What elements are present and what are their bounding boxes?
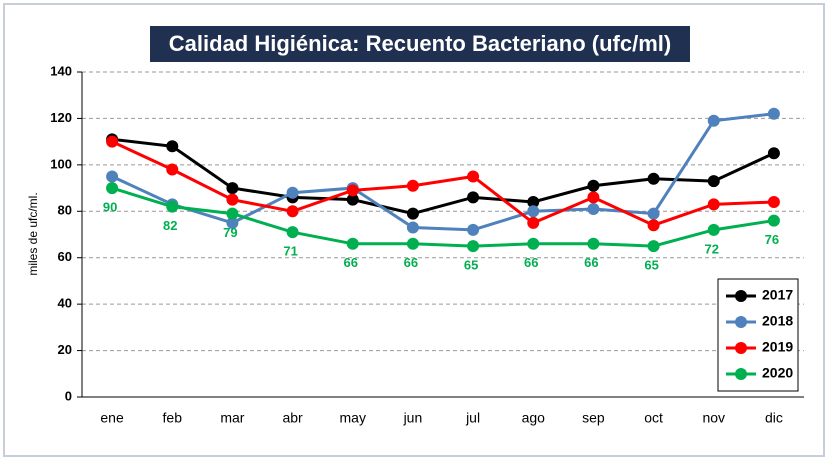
- point: [106, 182, 119, 195]
- point: [286, 226, 299, 239]
- legend-marker: [735, 342, 747, 354]
- point: [527, 216, 540, 229]
- chart-title: Calidad Higiénica: Recuento Bacteriano (…: [169, 31, 671, 56]
- data-label: 65: [644, 258, 658, 273]
- data-label: 79: [223, 225, 237, 240]
- y-tick-label: 0: [65, 388, 72, 403]
- series-line: [111, 186, 775, 248]
- point: [587, 202, 600, 215]
- legend-label: 2019: [762, 339, 793, 355]
- point: [587, 237, 600, 250]
- point: [467, 240, 480, 253]
- x-tick-label: mar: [220, 410, 244, 426]
- series-line: [111, 112, 775, 232]
- x-tick-label: oct: [644, 410, 663, 426]
- point: [406, 221, 419, 234]
- title-box: [150, 26, 690, 62]
- point: [346, 237, 359, 250]
- point: [406, 237, 419, 250]
- point: [707, 175, 720, 188]
- point: [166, 200, 179, 213]
- point: [587, 191, 600, 204]
- point: [226, 193, 239, 206]
- point: [106, 170, 119, 183]
- point: [166, 163, 179, 176]
- point: [707, 114, 720, 127]
- series-line: [111, 137, 775, 216]
- legend-marker: [735, 316, 747, 328]
- legend-box: [717, 278, 799, 392]
- point: [707, 223, 720, 236]
- y-axis-label: miles de ufc/ml.: [26, 192, 40, 275]
- data-label: 65: [464, 258, 478, 273]
- point: [767, 196, 780, 208]
- point: [527, 205, 540, 218]
- point: [707, 198, 720, 211]
- data-label: 76: [765, 232, 779, 247]
- x-tick-label: ago: [522, 410, 546, 426]
- point: [286, 186, 299, 199]
- y-tick-label: 140: [50, 63, 72, 78]
- y-tick-label: 100: [50, 156, 72, 171]
- y-tick-label: 40: [58, 296, 72, 311]
- point: [346, 193, 359, 206]
- x-tick-label: nov: [702, 410, 725, 426]
- point: [527, 237, 540, 250]
- point: [767, 147, 780, 160]
- point: [467, 223, 480, 236]
- point: [226, 216, 239, 229]
- legend-marker: [735, 290, 747, 302]
- point: [767, 214, 780, 227]
- data-label: 66: [344, 255, 358, 270]
- x-tick-label: dic: [765, 410, 783, 426]
- point: [767, 107, 780, 120]
- data-label: 72: [705, 241, 719, 256]
- point: [226, 207, 239, 220]
- point: [346, 184, 359, 197]
- point: [647, 219, 660, 232]
- y-tick-label: 60: [58, 249, 72, 264]
- data-label: 71: [283, 244, 297, 259]
- y-tick-label: 80: [58, 203, 72, 218]
- point: [406, 179, 419, 192]
- data-label: 90: [103, 200, 117, 215]
- point: [647, 207, 660, 220]
- data-label: 82: [163, 218, 177, 233]
- point: [226, 182, 239, 195]
- legend-marker: [735, 368, 747, 380]
- x-tick-label: may: [340, 410, 366, 426]
- point: [467, 170, 480, 183]
- data-label: 66: [584, 255, 598, 270]
- x-tick-label: ene: [100, 410, 124, 426]
- x-tick-label: abr: [282, 410, 303, 426]
- data-label: 66: [404, 255, 418, 270]
- legend-label: 2017: [762, 287, 793, 303]
- point: [587, 179, 600, 192]
- y-tick-label: 120: [50, 110, 72, 125]
- point: [286, 205, 299, 218]
- point: [106, 135, 119, 148]
- point: [166, 140, 179, 153]
- point: [647, 240, 660, 253]
- point: [647, 172, 660, 185]
- x-tick-label: jul: [465, 410, 480, 426]
- legend-label: 2018: [762, 313, 793, 329]
- x-tick-label: sep: [582, 410, 605, 426]
- x-tick-label: feb: [163, 410, 183, 426]
- point: [527, 196, 540, 208]
- series-line: [111, 140, 774, 227]
- x-tick-label: jun: [403, 410, 423, 426]
- point: [467, 191, 480, 204]
- data-label: 66: [524, 255, 538, 270]
- point: [406, 207, 419, 220]
- legend-label: 2020: [762, 365, 793, 381]
- y-tick-label: 20: [58, 342, 72, 357]
